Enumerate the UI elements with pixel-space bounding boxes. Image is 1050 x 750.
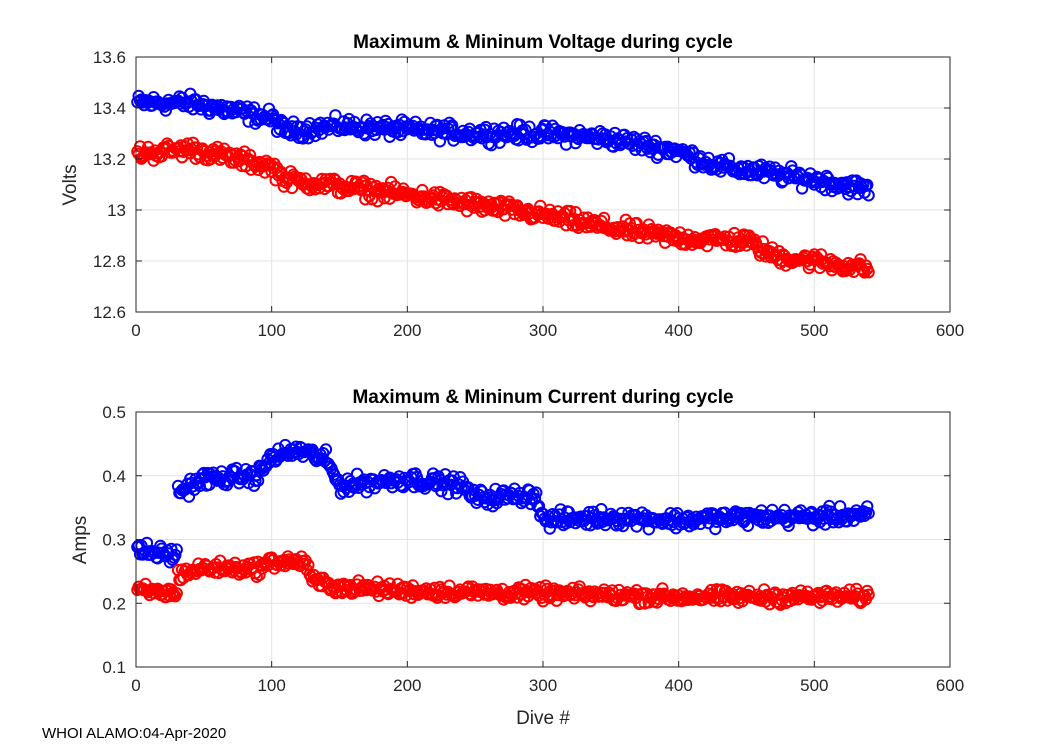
y-tick-label: 13: [107, 201, 126, 220]
x-tick-label: 300: [529, 321, 557, 340]
voltage-chart-title: Maximum & Mininum Voltage during cycle: [353, 32, 733, 53]
voltage-ticks: 0 100 200 300 400 500 600 12.6 12.8 13 13.2 13.4 13.…: [93, 48, 964, 340]
voltage-panel: 0 100 200 300 400 500 600 12.6 12.8 13 13.2 13.4 13.…: [60, 32, 964, 340]
x-tick-label: 600: [936, 676, 964, 695]
x-tick-label: 500: [800, 676, 828, 695]
data-point: [741, 519, 755, 532]
current-chart-title: Maximum & Mininum Current during cycle: [352, 387, 733, 408]
voltage-y-axis-label: Volts: [60, 164, 81, 205]
data-point: [319, 443, 333, 456]
x-tick-label: 100: [257, 676, 285, 695]
x-tick-label: 0: [131, 676, 140, 695]
y-tick-label: 12.6: [93, 303, 126, 322]
data-point: [722, 152, 736, 165]
data-point: [251, 474, 265, 487]
series-minimum-voltage: [131, 136, 875, 279]
x-tick-label: 200: [393, 321, 421, 340]
x-tick-label: 400: [664, 321, 692, 340]
voltage-points: [131, 87, 875, 279]
x-tick-label: 100: [257, 321, 285, 340]
current-y-axis-label: Amps: [70, 516, 91, 565]
data-point: [260, 460, 273, 473]
x-tick-label: 400: [664, 676, 692, 695]
x-tick-label: 0: [131, 321, 140, 340]
y-tick-label: 0.2: [102, 594, 126, 613]
y-tick-label: 13.6: [93, 48, 126, 67]
x-tick-label: 300: [529, 676, 557, 695]
data-point: [862, 189, 875, 202]
y-tick-label: 0.1: [102, 658, 126, 677]
y-tick-label: 0.5: [102, 403, 126, 422]
current-panel: 0 100 200 300 400 500 600 0.1 0.2 0.3 0.4 0.5 Maxim…: [70, 387, 964, 729]
current-ticks: 0 100 200 300 400 500 600 0.1 0.2 0.3 0.4 0.5: [102, 403, 964, 695]
data-point: [170, 543, 183, 556]
data-point: [709, 522, 722, 536]
x-tick-label: 600: [936, 321, 964, 340]
current-points: [131, 438, 875, 611]
data-point: [862, 588, 875, 601]
data-point: [862, 266, 875, 279]
data-point: [170, 587, 183, 600]
data-point: [166, 586, 179, 600]
data-point: [169, 548, 182, 562]
data-point: [862, 507, 875, 520]
data-point: [861, 500, 874, 513]
data-point: [595, 503, 608, 516]
x-tick-label: 200: [393, 676, 421, 695]
series-maximum-voltage: [131, 87, 875, 202]
y-tick-label: 12.8: [93, 252, 126, 271]
y-tick-label: 13.2: [93, 150, 126, 169]
series-maximum-current: [131, 438, 875, 569]
data-point: [658, 236, 672, 249]
x-tick-label: 500: [800, 321, 828, 340]
data-point: [365, 193, 379, 206]
data-point: [329, 109, 342, 122]
data-point: [806, 519, 820, 532]
y-tick-label: 13.4: [93, 99, 126, 118]
y-tick-label: 0.4: [102, 467, 126, 486]
data-point: [140, 536, 154, 550]
current-x-axis-label: Dive #: [516, 708, 570, 729]
data-point: [530, 486, 543, 499]
y-tick-label: 0.3: [102, 531, 126, 550]
footer-stamp: WHOI ALAMO:04-Apr-2020: [42, 725, 227, 742]
data-point: [348, 585, 361, 598]
series-minimum-current: [131, 550, 875, 611]
data-point: [683, 146, 696, 159]
